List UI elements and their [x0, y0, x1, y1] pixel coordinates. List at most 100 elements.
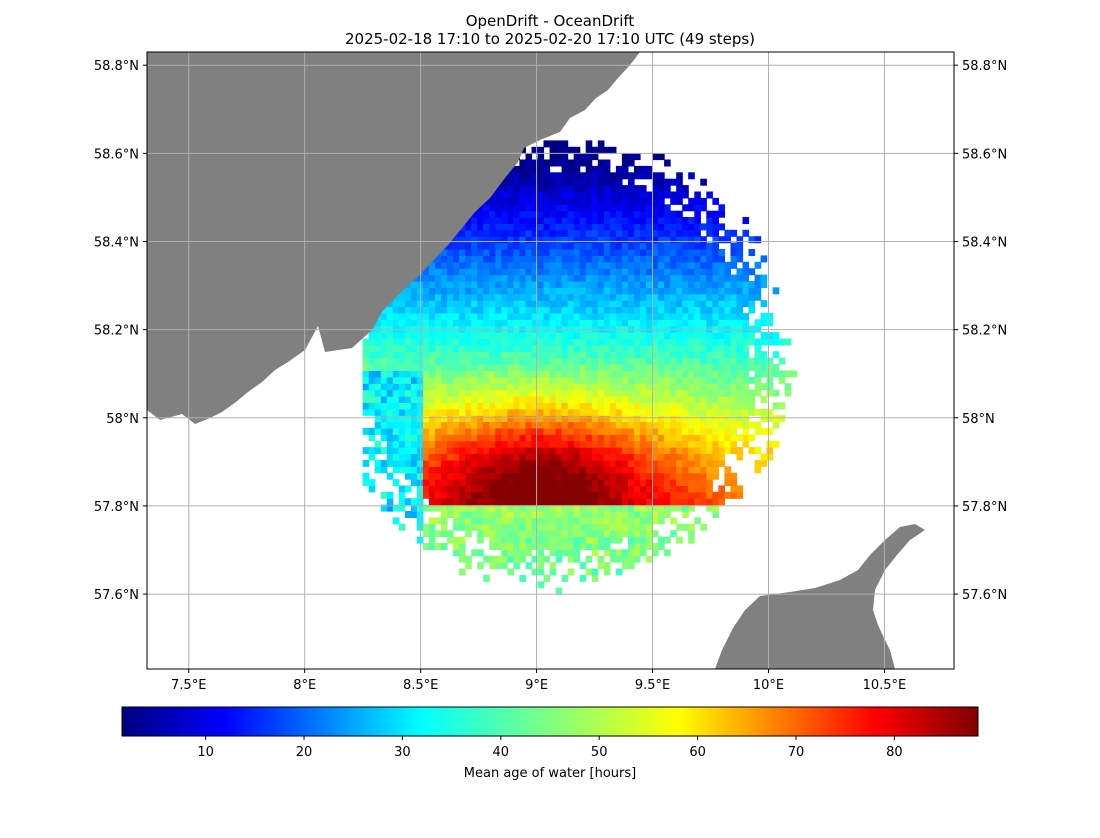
field-cell — [646, 511, 653, 518]
field-cell — [603, 274, 611, 282]
field-cell — [423, 415, 430, 423]
field-cell — [531, 370, 539, 378]
field-cell — [718, 255, 725, 263]
field-cell — [609, 479, 617, 487]
field-cell — [591, 287, 599, 295]
field-cell — [615, 472, 623, 480]
field-cell — [700, 389, 707, 397]
field-cell — [531, 204, 539, 212]
field-cell — [441, 402, 448, 410]
field-cell — [748, 364, 756, 371]
field-cell — [603, 357, 611, 365]
field-cell — [447, 300, 454, 308]
field-cell — [706, 396, 713, 403]
field-cell — [507, 319, 514, 327]
field-cell — [724, 300, 731, 308]
field-cell — [549, 287, 557, 295]
field-cell — [688, 530, 695, 538]
field-cell — [615, 210, 623, 218]
field-cell — [410, 370, 418, 378]
field-cell — [555, 453, 563, 461]
field-cell — [501, 229, 508, 237]
chart-title: OpenDrift - OceanDrift — [465, 12, 635, 30]
field-cell — [634, 530, 641, 538]
field-cell — [398, 491, 406, 499]
field-cell — [435, 453, 442, 461]
field-cell — [573, 383, 581, 391]
field-cell — [477, 281, 484, 288]
field-cell — [386, 357, 394, 365]
field-cell — [459, 549, 466, 557]
field-cell — [621, 562, 629, 570]
field-cell — [736, 383, 744, 391]
field-cell — [712, 229, 719, 237]
field-cell — [423, 281, 430, 288]
field-cell — [634, 421, 641, 429]
field-cell — [591, 396, 599, 403]
field-cell — [477, 459, 484, 467]
field-cell — [447, 351, 454, 359]
field-cell — [597, 562, 605, 570]
field-cell — [423, 357, 430, 365]
field-cell — [555, 485, 563, 493]
field-cell — [706, 479, 713, 487]
field-cell — [465, 351, 472, 359]
field-cell — [591, 574, 599, 582]
field-cell — [519, 383, 526, 391]
field-cell — [628, 427, 635, 435]
field-cell — [694, 293, 701, 301]
field-cell — [706, 268, 713, 276]
field-cell — [453, 293, 460, 301]
field-cell — [477, 242, 484, 250]
field-cell — [652, 223, 659, 231]
field-cell — [579, 197, 587, 205]
field-cell — [676, 421, 683, 429]
field-cell — [410, 511, 418, 518]
field-cell — [525, 281, 533, 288]
field-cell — [597, 447, 605, 455]
field-cell — [730, 370, 738, 378]
field-cell — [706, 229, 713, 237]
field-cell — [501, 536, 508, 544]
field-cell — [441, 319, 448, 327]
field-cell — [543, 185, 551, 193]
field-cell — [507, 197, 514, 205]
field-cell — [646, 421, 653, 429]
field-cell — [435, 415, 442, 423]
field-cell — [561, 543, 569, 550]
field-cell — [519, 466, 526, 474]
field-cell — [615, 319, 623, 327]
field-cell — [621, 229, 629, 237]
field-cell — [754, 370, 762, 378]
field-cell — [386, 344, 394, 352]
field-cell — [555, 376, 563, 384]
field-cell — [621, 249, 629, 256]
field-cell — [537, 568, 545, 576]
field-cell — [543, 517, 551, 525]
field-cell — [531, 217, 539, 224]
field-cell — [447, 249, 454, 256]
field-cell — [489, 229, 496, 237]
field-cell — [652, 376, 659, 384]
field-cell — [392, 517, 400, 525]
field-cell — [374, 338, 382, 346]
field-cell — [640, 268, 647, 276]
field-cell — [561, 523, 569, 531]
field-cell — [597, 383, 605, 391]
field-cell — [525, 217, 533, 224]
field-cell — [585, 210, 593, 218]
field-cell — [670, 479, 677, 487]
field-cell — [730, 376, 738, 384]
field-cell — [495, 491, 502, 499]
field-cell — [688, 236, 695, 244]
field-cell — [694, 447, 701, 455]
y-tick-label-left: 58.6°N — [94, 147, 139, 162]
field-cell — [459, 415, 466, 423]
field-cell — [682, 370, 689, 378]
field-cell — [640, 236, 647, 244]
field-cell — [489, 338, 496, 346]
field-cell — [519, 300, 526, 308]
field-cell — [471, 229, 478, 237]
field-cell — [609, 504, 617, 512]
field-cell — [513, 549, 520, 557]
